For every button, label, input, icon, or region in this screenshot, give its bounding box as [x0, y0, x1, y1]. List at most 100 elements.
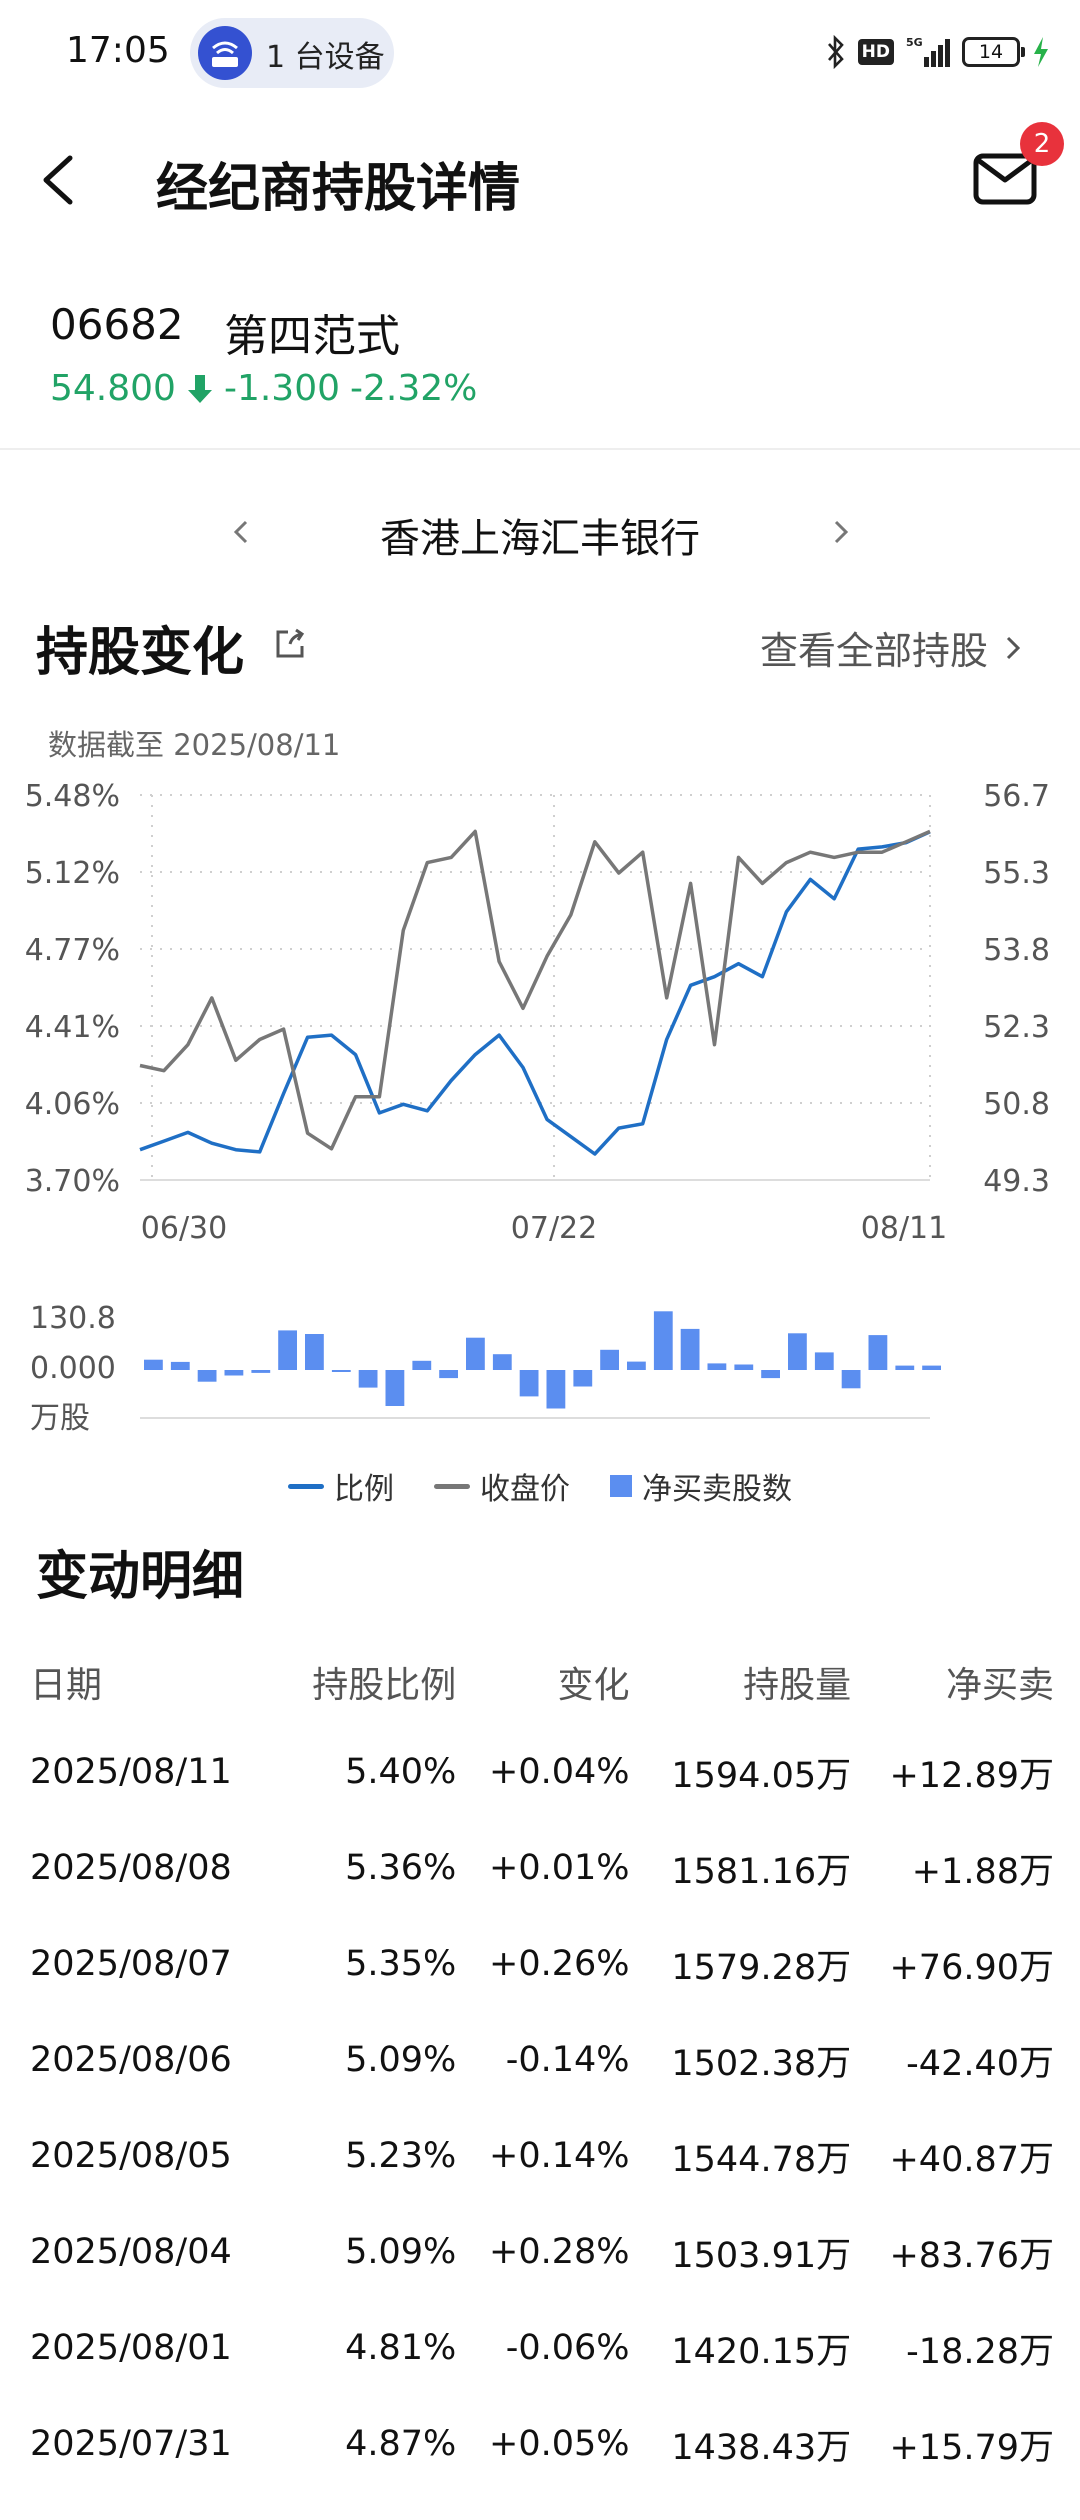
- next-broker-button[interactable]: [826, 512, 856, 552]
- status-time: 17:05: [66, 30, 170, 71]
- messages-button[interactable]: [970, 148, 1042, 212]
- table-row[interactable]: 2025/08/04 5.09% +0.28% 1503.91万 +83.76万: [30, 2204, 1054, 2300]
- battery-icon: 14: [962, 37, 1025, 67]
- net-volume-bar: [841, 1370, 861, 1389]
- table-cell: 5.36%: [345, 1848, 457, 1888]
- legend-swatch: [288, 1483, 324, 1489]
- table-cell: -0.06%: [505, 2328, 630, 2368]
- column-header: 日期: [30, 1665, 103, 1706]
- net-volume-bar: [573, 1370, 593, 1387]
- status-icons: HD 5G 14: [826, 30, 1050, 74]
- signal-5g-icon: 5G: [906, 36, 950, 67]
- previous-broker-button[interactable]: [226, 512, 256, 552]
- stock-price: 54.800: [50, 368, 176, 409]
- page-title: 经纪商持股详情: [156, 159, 521, 219]
- table-cell: +0.26%: [489, 1944, 630, 1984]
- connected-devices-pill[interactable]: 1 台设备: [190, 18, 394, 88]
- net-volume-bar: [814, 1352, 834, 1370]
- series-line: [139, 830, 931, 1156]
- view-all-holdings-link[interactable]: 查看全部持股: [760, 620, 1024, 675]
- bar-axis-label: 0.000: [30, 1351, 116, 1386]
- table-cell: +0.01%: [489, 1848, 630, 1888]
- hd-icon: HD: [857, 39, 894, 65]
- bar-axis-label: 万股: [30, 1401, 90, 1436]
- table-cell: 5.23%: [345, 2136, 457, 2176]
- y-left-tick-label: 4.06%: [25, 1087, 120, 1122]
- table-row[interactable]: 2025/08/11 5.40% +0.04% 1594.05万 +12.89万: [30, 1724, 1054, 1820]
- table-cell: 2025/08/07: [30, 1944, 232, 1984]
- net-volume-bar: [519, 1370, 539, 1397]
- net-volume-bar: [868, 1335, 888, 1370]
- net-volume-bar: [170, 1361, 190, 1370]
- table-cell: 1420.15万: [671, 2331, 852, 2372]
- y-right-tick-label: 55.3: [983, 856, 1050, 891]
- unread-badge: 2: [1020, 122, 1064, 166]
- table-row[interactable]: 2025/08/01 4.81% -0.06% 1420.15万 -18.28万: [30, 2300, 1054, 2396]
- net-volume-bar: [922, 1365, 941, 1370]
- legend-swatch: [434, 1483, 470, 1489]
- net-volume-bar: [466, 1337, 485, 1370]
- net-volume-bar: [492, 1354, 512, 1370]
- chart-legend: 比例 收盘价 净买卖股数: [0, 1464, 1080, 1508]
- table-cell: 1581.16万: [671, 1851, 852, 1892]
- table-cell: 1438.43万: [671, 2427, 852, 2468]
- legend-item-close: 收盘价: [434, 1464, 570, 1508]
- y-left-tick-label: 3.70%: [25, 1164, 120, 1199]
- mail-icon: [973, 153, 1037, 205]
- table-cell: 2025/08/06: [30, 2040, 232, 2080]
- chevron-left-icon: [233, 520, 248, 544]
- table-cell: 5.35%: [345, 1944, 457, 1984]
- share-button[interactable]: [270, 624, 310, 664]
- net-volume-bar: [305, 1334, 324, 1370]
- table-cell: 4.87%: [345, 2424, 457, 2464]
- net-volume-bar: [331, 1370, 351, 1372]
- net-volume-bar: [197, 1370, 217, 1382]
- y-right-tick-label: 52.3: [983, 1010, 1050, 1045]
- column-header: 持股比例: [312, 1665, 457, 1706]
- column-header: 变化: [557, 1665, 630, 1706]
- table-cell: 5.09%: [345, 2040, 457, 2080]
- y-left-tick-label: 5.12%: [25, 856, 120, 891]
- x-tick-label: 08/11: [861, 1211, 947, 1246]
- legend-label: 净买卖股数: [642, 1472, 792, 1507]
- y-left-tick-label: 4.41%: [25, 1010, 120, 1045]
- table-cell: -18.28万: [906, 2331, 1054, 2372]
- table-row[interactable]: 2025/07/31 4.87% +0.05% 1438.43万 +15.79万: [30, 2396, 1054, 2492]
- column-header: 净买卖: [945, 1665, 1054, 1706]
- table-cell: 4.81%: [345, 2328, 457, 2368]
- data-as-of-date: 数据截至 2025/08/11: [48, 728, 341, 762]
- table-cell: -42.40万: [906, 2043, 1054, 2084]
- legend-swatch: [610, 1475, 632, 1497]
- table-row[interactable]: 2025/08/06 5.09% -0.14% 1502.38万 -42.40万: [30, 2012, 1054, 2108]
- table-row[interactable]: 2025/08/07 5.35% +0.26% 1579.28万 +76.90万: [30, 1916, 1054, 2012]
- net-volume-bar: [707, 1363, 727, 1370]
- table-cell: 2025/08/01: [30, 2328, 232, 2368]
- y-right-tick-label: 50.8: [983, 1087, 1050, 1122]
- stock-quote: 54.800 -1.300 -2.32%: [50, 368, 477, 409]
- y-right-tick-label: 49.3: [983, 1164, 1050, 1199]
- table-cell: +0.05%: [489, 2424, 630, 2464]
- table-cell: 2025/08/04: [30, 2232, 232, 2272]
- network-type-label: 5G: [906, 36, 923, 49]
- holding-chart: 5.48% 56.7 5.12% 55.3 4.77% 53.8 4.41% 52.3 4.06…: [25, 779, 1050, 1436]
- net-volume-bar: [278, 1330, 297, 1370]
- bar-axis-label: 130.8: [30, 1301, 116, 1336]
- table-row[interactable]: 2025/08/05 5.23% +0.14% 1544.78万 +40.87万: [30, 2108, 1054, 2204]
- table-cell: +0.14%: [489, 2136, 630, 2176]
- battery-level: 14: [978, 41, 1004, 63]
- stock-code: 06682: [50, 300, 184, 349]
- details-table: 日期 持股比例 变化 持股量 净买卖 2025/08/11 5.40% +0.04% 1594…: [30, 1640, 1054, 2492]
- net-volume-bar: [224, 1370, 244, 1376]
- table-cell: 5.09%: [345, 2232, 457, 2272]
- table-cell: 5.40%: [345, 1752, 457, 1792]
- table-row[interactable]: 2025/08/08 5.36% +0.01% 1581.16万 +1.88万: [30, 1820, 1054, 1916]
- back-button[interactable]: [24, 140, 94, 220]
- net-volume-bar: [600, 1349, 619, 1370]
- y-right-tick-label: 53.8: [983, 933, 1050, 968]
- legend-label: 收盘价: [480, 1472, 570, 1507]
- net-volume-bar: [788, 1333, 807, 1370]
- table-cell: +15.79万: [889, 2427, 1054, 2468]
- stock-change-pct: -2.32%: [350, 368, 478, 409]
- net-volume-bar: [385, 1370, 405, 1406]
- net-volume-bar: [412, 1360, 432, 1370]
